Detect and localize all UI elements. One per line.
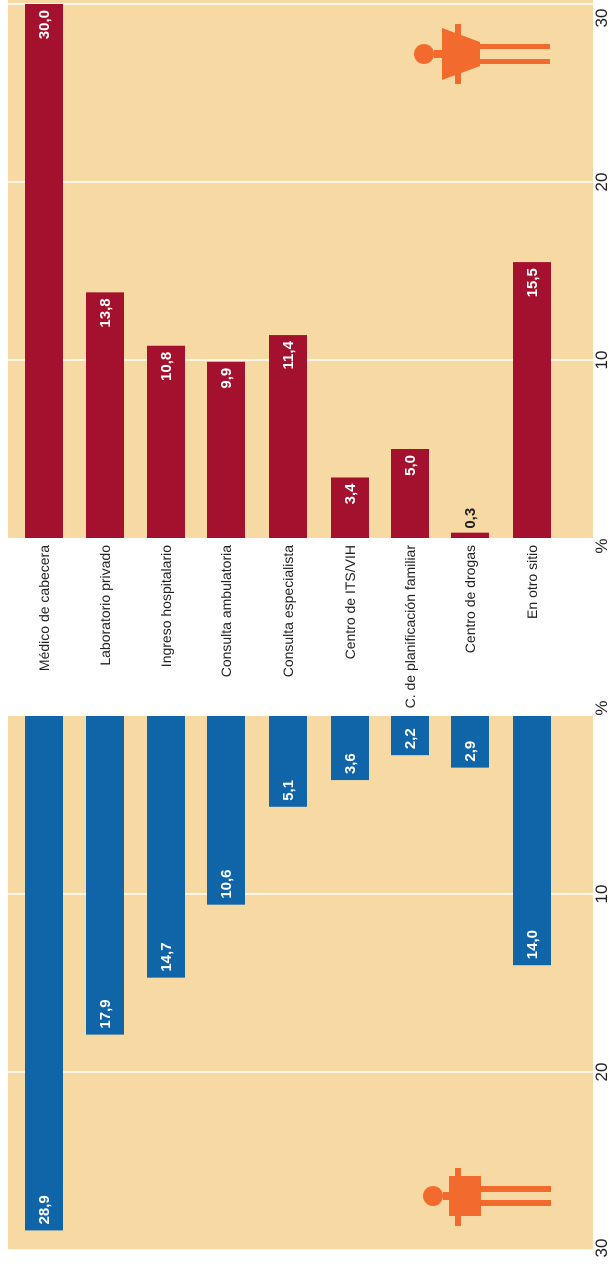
data-label-bottom-1: 17,9	[97, 999, 114, 1028]
category-label-4: Consulta especialista	[280, 545, 296, 678]
bar-top-8	[513, 262, 551, 538]
tick-top-20: 20	[592, 173, 611, 192]
bar-bottom-3	[207, 716, 245, 905]
data-label-bottom-8: 14,0	[524, 930, 541, 959]
tick-bottom-30: 30	[592, 1239, 611, 1258]
male-figure-icon	[423, 1168, 551, 1226]
category-label-7: Centro de drogas	[462, 545, 478, 653]
bar-bottom-2	[147, 716, 185, 978]
bar-bottom-1	[86, 716, 124, 1035]
data-label-bottom-7: 2,9	[462, 741, 479, 762]
data-label-bottom-5: 3,6	[342, 753, 359, 774]
bar-top-1	[86, 292, 124, 538]
data-label-top-1: 13,8	[97, 298, 114, 327]
data-label-bottom-4: 5,1	[280, 780, 297, 801]
top-axis-tick-labels: % 10 20 30	[592, 9, 611, 554]
bar-bottom-8	[513, 716, 551, 966]
tick-bottom-10: 10	[592, 885, 611, 904]
axis-unit-top: %	[592, 538, 611, 553]
bar-top-6	[391, 449, 429, 538]
category-labels: Médico de cabecera Laboratorio privado Ing…	[36, 545, 540, 709]
data-label-top-2: 10,8	[158, 352, 175, 381]
top-series-bars: 30,0 13,8 10,8 9,9 11,4 3,4 5,0 0,3 15,5	[25, 4, 551, 538]
bar-top-3	[207, 361, 245, 538]
bar-bottom-6	[391, 716, 429, 756]
category-label-3: Consulta ambulatoria	[218, 545, 234, 678]
data-label-top-8: 15,5	[524, 268, 541, 297]
tick-top-30: 30	[592, 9, 611, 28]
data-label-top-0: 30,0	[36, 10, 53, 39]
category-label-5: Centro de ITS/VIH	[342, 545, 358, 659]
data-label-top-3: 9,9	[218, 368, 235, 389]
category-label-6: C. de planificación familiar	[402, 545, 418, 709]
category-label-0: Médico de cabecera	[36, 545, 52, 671]
bar-bottom-0	[25, 716, 63, 1231]
axis-unit-bottom: %	[592, 700, 611, 715]
bottom-series-bars: 28,9 17,9 14,7 10,6 5,1 3,6 2,2 2,9 14,0	[25, 716, 551, 1231]
data-label-top-7: 0,3	[462, 508, 479, 529]
tick-top-10: 10	[592, 351, 611, 370]
bar-top-7	[451, 532, 489, 538]
data-label-bottom-3: 10,6	[218, 869, 235, 898]
bar-bottom-5	[331, 716, 369, 781]
data-label-bottom-0: 28,9	[36, 1195, 53, 1224]
bar-top-5	[331, 477, 369, 538]
tick-bottom-20: 20	[592, 1063, 611, 1082]
data-label-bottom-6: 2,2	[402, 728, 419, 749]
data-label-top-6: 5,0	[402, 455, 419, 476]
category-label-1: Laboratorio privado	[97, 545, 113, 666]
bar-top-0	[25, 4, 63, 538]
data-label-top-4: 11,4	[280, 340, 297, 369]
category-label-8: En otro sitio	[524, 545, 540, 619]
bar-top-2	[147, 345, 185, 538]
data-label-bottom-2: 14,7	[158, 942, 175, 971]
female-figure-icon	[414, 24, 550, 84]
category-label-2: Ingreso hospitalario	[158, 545, 174, 667]
bar-bottom-7	[451, 716, 489, 768]
data-label-top-5: 3,4	[342, 483, 359, 505]
bar-bottom-4	[269, 716, 307, 807]
bottom-axis-tick-labels: % 10 20 30	[592, 700, 611, 1257]
bar-top-4	[269, 335, 307, 538]
